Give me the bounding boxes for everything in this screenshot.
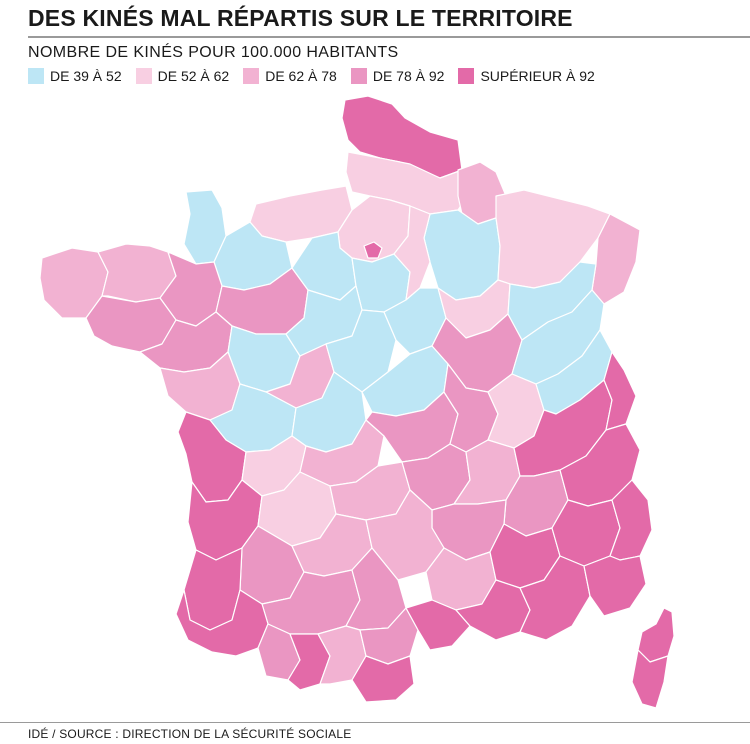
legend-swatch bbox=[458, 68, 475, 84]
source-credit: IDÉ / SOURCE : DIRECTION DE LA SÉCURITÉ … bbox=[28, 727, 352, 741]
legend-swatch bbox=[243, 68, 260, 84]
legend-label: DE 62 À 78 bbox=[265, 68, 337, 84]
legend-swatch bbox=[135, 68, 152, 84]
region-corse-du-sud bbox=[631, 649, 669, 709]
region-savoie bbox=[603, 351, 637, 431]
legend-item: SUPÉRIEUR À 92 bbox=[458, 68, 595, 84]
region-herault bbox=[405, 599, 471, 651]
region-pyrenees-orientales bbox=[351, 655, 415, 703]
legend-item: DE 52 À 62 bbox=[135, 68, 230, 84]
region-champagne bbox=[423, 209, 501, 301]
legend-label: DE 78 À 92 bbox=[372, 68, 445, 84]
map-subtitle: NOMBRE DE KINÉS POUR 100.000 HABITANTS bbox=[28, 44, 399, 61]
region-yonne bbox=[393, 205, 431, 301]
legend-item: DE 78 À 92 bbox=[350, 68, 445, 84]
region-var bbox=[519, 555, 591, 641]
legend-label: SUPÉRIEUR À 92 bbox=[480, 68, 595, 84]
title-divider bbox=[28, 36, 750, 38]
legend-item: DE 39 À 52 bbox=[28, 68, 122, 84]
legend: DE 39 À 52 DE 52 À 62 DE 62 À 78 DE 78 À… bbox=[28, 68, 595, 84]
france-choropleth-map bbox=[39, 95, 675, 709]
legend-label: DE 39 À 52 bbox=[50, 68, 122, 84]
region-var-est bbox=[583, 555, 647, 617]
legend-item: DE 62 À 78 bbox=[243, 68, 337, 84]
legend-swatch bbox=[28, 68, 44, 84]
region-paris bbox=[363, 241, 383, 259]
page-title: DES KINÉS MAL RÉPARTIS SUR LE TERRITOIRE bbox=[28, 5, 573, 31]
legend-label: DE 52 À 62 bbox=[157, 68, 230, 84]
legend-swatch bbox=[350, 68, 367, 84]
region-haute-corse bbox=[637, 607, 675, 663]
source-divider bbox=[0, 722, 750, 723]
